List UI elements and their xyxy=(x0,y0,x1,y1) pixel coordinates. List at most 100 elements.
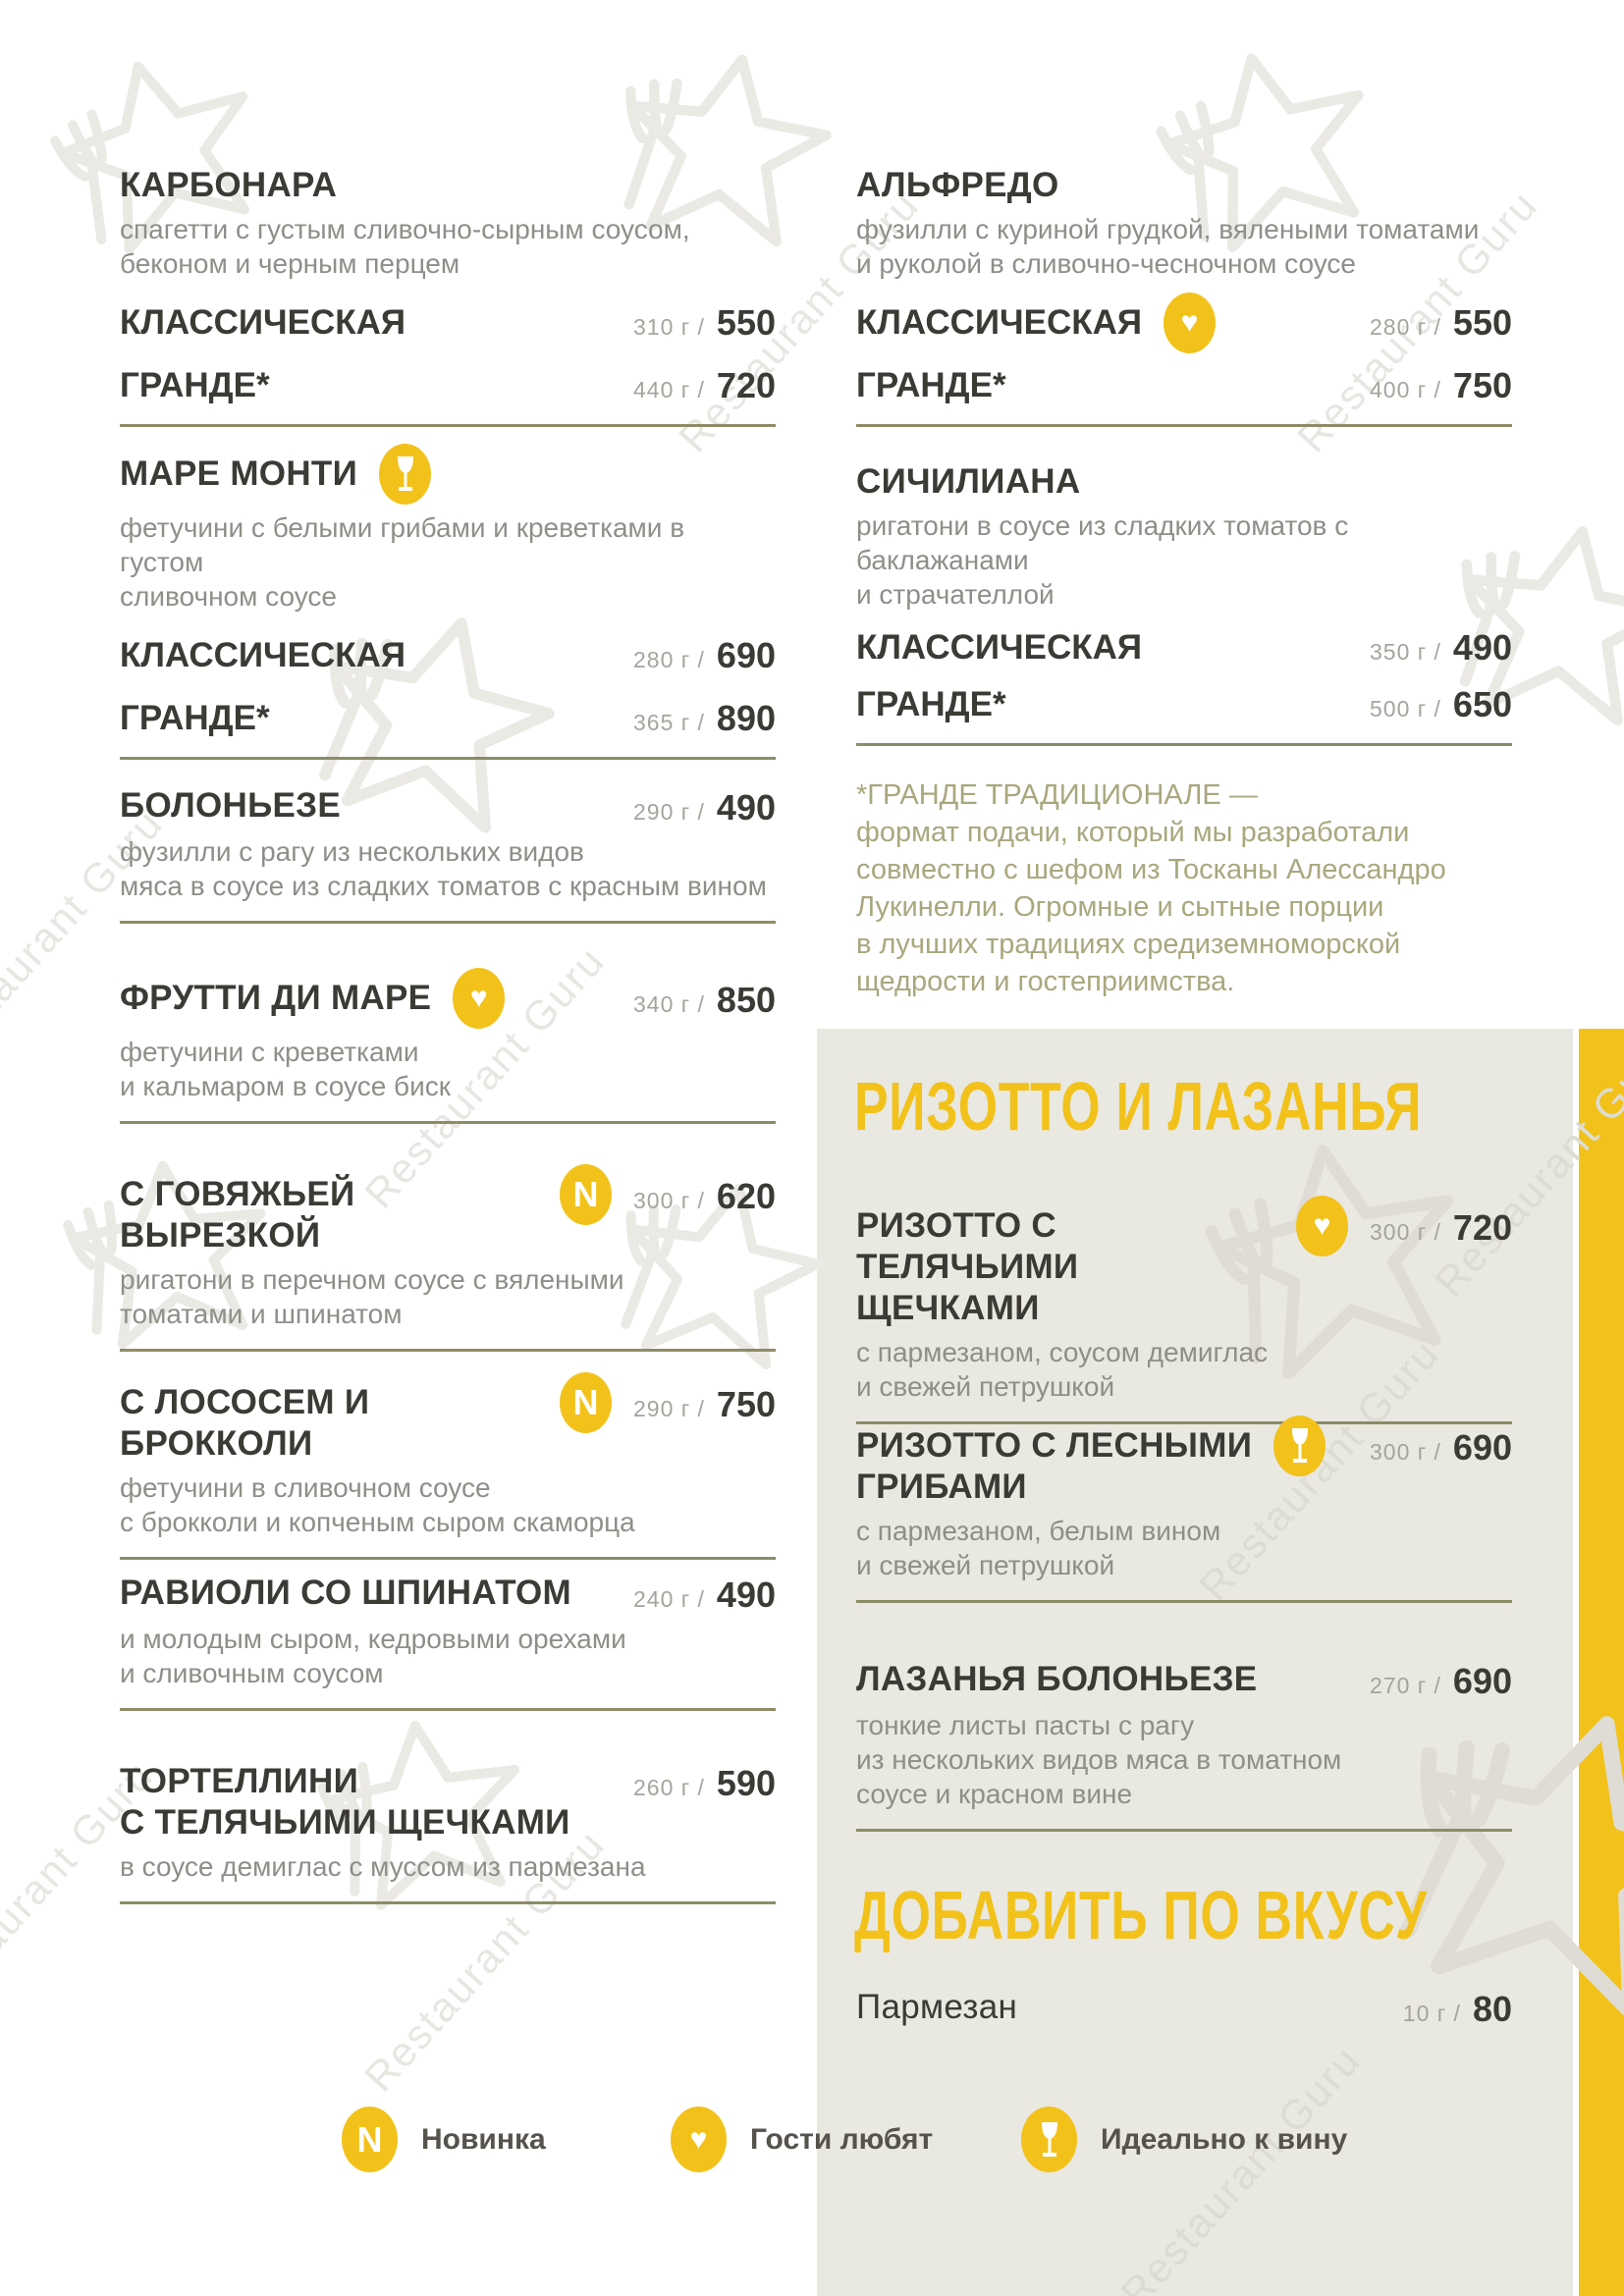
variant-row: КЛАССИЧЕСКАЯ ♥ 280 г / 550 xyxy=(856,293,1512,353)
divider xyxy=(120,1901,776,1904)
divider xyxy=(120,921,776,924)
variant-row: ГРАНДЕ* 400 г / 750 xyxy=(856,365,1512,406)
legend-label: Гости любят xyxy=(750,2122,934,2156)
dish-description: фузилли с куриной грудкой, вялеными тома… xyxy=(856,214,1480,279)
dish-weight: 270 г / xyxy=(1369,1673,1441,1698)
dish-frutti-di-mare: ФРУТТИ ДИ МАРЕ ♥ 340 г / 850 фетучини с к… xyxy=(120,968,776,1124)
dish-price: 490 xyxy=(716,1575,776,1615)
dish-price: 620 xyxy=(716,1176,776,1216)
divider xyxy=(856,743,1512,746)
divider xyxy=(856,1600,1512,1603)
variant-weight: 365 г / xyxy=(632,710,705,735)
dish-alfredo: АЛЬФРЕДО фузилли с куриной грудкой, вяле… xyxy=(856,165,1512,427)
legend-label: Новинка xyxy=(421,2122,546,2156)
variant-label: ГРАНДЕ* xyxy=(856,366,1006,404)
new-badge-icon: N xyxy=(342,2107,398,2172)
wine-icon xyxy=(379,444,432,505)
extra-name: Пармезан xyxy=(856,1988,1018,2026)
legend-item-ideal-with-wine: Идеально к вину xyxy=(1021,2107,1347,2172)
heart-icon: ♥ xyxy=(1295,1196,1348,1256)
dish-tortellini: ТОРТЕЛЛИНИ С ТЕЛЯЧЬИМИ ЩЕЧКАМИ 260 г / 59… xyxy=(120,1761,776,1904)
variant-weight: 310 г / xyxy=(632,314,705,340)
variant-row: КЛАССИЧЕСКАЯ 280 г / 690 xyxy=(120,635,776,676)
dish-beef-tenderloin: С ГОВЯЖЬЕЙ ВЫРЕЗКОЙ N 300 г / 620 ригатон… xyxy=(120,1164,776,1352)
divider xyxy=(120,1557,776,1560)
legend-item-guests-love: ♥ Гости любят xyxy=(671,2107,933,2172)
variant-price: 720 xyxy=(716,365,776,405)
variant-price: 750 xyxy=(1452,365,1512,405)
variant-price: 550 xyxy=(1452,302,1512,343)
dish-bolognese: БОЛОНЬЕЗЕ 290 г / 490 фузилли с рагу из н… xyxy=(120,785,776,924)
dish-weight: 300 г / xyxy=(632,1188,705,1213)
extras-section-title: ДОБАВИТЬ ПО ВКУСУ xyxy=(854,1877,1428,1953)
divider xyxy=(120,757,776,760)
dish-siciliana: СИЧИЛИАНА ригатони в соусе из сладких то… xyxy=(856,461,1512,746)
new-badge-icon: N xyxy=(559,1372,612,1433)
new-badge-icon: N xyxy=(559,1164,612,1225)
dish-description: и молодым сыром, кедровыми орехами и сли… xyxy=(120,1624,626,1688)
variant-weight: 440 г / xyxy=(632,377,705,402)
dish-carbonara: КАРБОНАРА спагетти с густым сливочно-сыр… xyxy=(120,165,776,427)
dish-price: 690 xyxy=(1452,1427,1512,1468)
variant-price: 550 xyxy=(716,302,776,343)
dish-description: ригатони в перечном соусе с вялеными том… xyxy=(120,1264,624,1329)
variant-weight: 350 г / xyxy=(1369,639,1441,665)
variant-label: КЛАССИЧЕСКАЯ xyxy=(120,636,406,674)
dish-name: ФРУТТИ ДИ МАРЕ xyxy=(120,979,432,1017)
dish-description: фетучини в сливочном соусе с брокколи и … xyxy=(120,1472,635,1537)
divider xyxy=(120,1349,776,1352)
dish-weight: 240 г / xyxy=(632,1586,705,1612)
dish-description: с пармезаном, соусом демиглас и свежей п… xyxy=(856,1337,1269,1402)
variant-weight: 280 г / xyxy=(632,647,705,672)
dish-description: фетучини с креветками и кальмаром в соус… xyxy=(120,1037,451,1101)
dish-weight: 340 г / xyxy=(632,991,705,1017)
dish-name: РИЗОТТО С ЛЕСНЫМИ ГРИБАМИ xyxy=(856,1426,1253,1506)
variant-row: ГРАНДЕ* 365 г / 890 xyxy=(120,698,776,739)
dish-weight: 290 г / xyxy=(632,799,705,825)
dish-risotto-veal-cheeks: РИЗОТТО С ТЕЛЯЧЬИМИ ЩЕЧКАМИ ♥ 300 г / 720… xyxy=(856,1196,1512,1424)
dish-price: 750 xyxy=(716,1384,776,1424)
dish-name: ЛАЗАНЬЯ БОЛОНЬЕЗЕ xyxy=(856,1660,1258,1698)
dish-mare-monti: МАРЕ МОНТИ фетучини с белыми грибами и к… xyxy=(120,444,776,760)
wine-icon xyxy=(1021,2107,1077,2172)
variant-weight: 500 г / xyxy=(1369,696,1441,721)
dish-weight: 300 г / xyxy=(1369,1439,1441,1465)
variant-price: 490 xyxy=(1452,627,1512,667)
dish-price: 590 xyxy=(716,1763,776,1803)
dish-name: ТОРТЕЛЛИНИ С ТЕЛЯЧЬИМИ ЩЕЧКАМИ xyxy=(120,1762,570,1842)
dish-name: С ЛОСОСЕМ И БРОККОЛИ xyxy=(120,1383,370,1463)
dish-description: в соусе демиглас с муссом из пармезана xyxy=(120,1851,646,1882)
variant-weight: 400 г / xyxy=(1369,377,1441,402)
dish-description: ригатони в соусе из сладких томатов с ба… xyxy=(856,510,1349,610)
dish-price: 720 xyxy=(1452,1207,1512,1248)
divider xyxy=(856,424,1512,427)
variant-price: 650 xyxy=(1452,684,1512,724)
dish-name: РАВИОЛИ СО ШПИНАТОМ xyxy=(120,1574,571,1612)
dish-price: 850 xyxy=(716,980,776,1020)
grande-tradizionale-note: *ГРАНДЕ ТРАДИЦИОНАЛЕ — формат подачи, ко… xyxy=(856,779,1446,997)
risotto-section-title: РИЗОТТО И ЛАЗАНЬЯ xyxy=(854,1068,1423,1145)
variant-label: КЛАССИЧЕСКАЯ xyxy=(856,628,1143,667)
dish-description: с пармезаном, белым вином и свежей петру… xyxy=(856,1516,1221,1580)
dish-weight: 260 г / xyxy=(632,1775,705,1800)
dish-price: 490 xyxy=(716,787,776,828)
dish-price: 690 xyxy=(1452,1661,1512,1701)
divider xyxy=(856,1421,1512,1424)
variant-label: ГРАНДЕ* xyxy=(120,366,270,404)
dish-name: МАРЕ МОНТИ xyxy=(120,454,358,493)
dish-name: С ГОВЯЖЬЕЙ ВЫРЕЗКОЙ xyxy=(120,1175,355,1255)
wine-icon xyxy=(1273,1415,1326,1476)
variant-row: КЛАССИЧЕСКАЯ 350 г / 490 xyxy=(856,627,1512,668)
variant-weight: 280 г / xyxy=(1369,314,1441,340)
variant-row: ГРАНДЕ* 500 г / 650 xyxy=(856,684,1512,725)
extra-weight: 10 г / xyxy=(1402,2001,1461,2026)
divider xyxy=(856,1829,1512,1832)
dish-name: КАРБОНАРА xyxy=(120,166,338,204)
dish-name: РИЗОТТО С ТЕЛЯЧЬИМИ ЩЕЧКАМИ xyxy=(856,1206,1079,1327)
dish-name: АЛЬФРЕДО xyxy=(856,166,1059,204)
dish-risotto-forest-mushrooms: РИЗОТТО С ЛЕСНЫМИ ГРИБАМИ 300 г / 690 с п… xyxy=(856,1415,1512,1603)
dish-description: спагетти с густым сливочно-сырным соусом… xyxy=(120,214,690,279)
dish-salmon-broccoli: С ЛОСОСЕМ И БРОККОЛИ N 290 г / 750 фетучи… xyxy=(120,1372,776,1560)
heart-icon: ♥ xyxy=(453,968,506,1029)
